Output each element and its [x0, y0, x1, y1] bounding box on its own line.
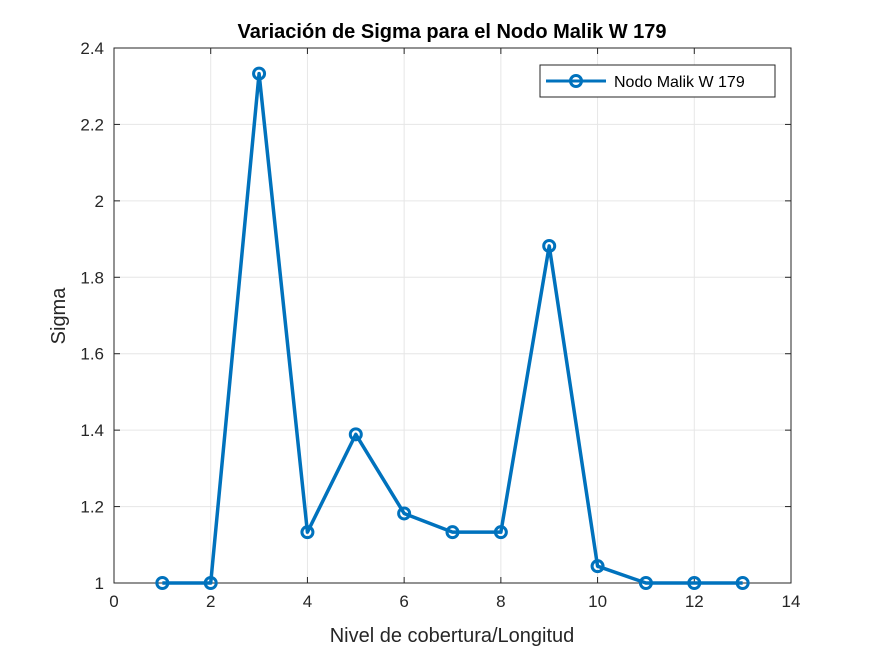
data-point: [252, 66, 267, 81]
x-tick-label: 4: [303, 592, 312, 611]
data-point: [493, 525, 508, 540]
x-tick-labels: 0 2 4 6 8 10 12 14: [109, 592, 800, 611]
y-tick-label: 1.6: [80, 345, 104, 364]
y-tick-label: 2.2: [80, 115, 104, 134]
data-point: [445, 525, 460, 540]
y-tick-label: 2.4: [80, 39, 104, 58]
x-tick-label: 12: [685, 592, 704, 611]
axes-box: [113, 47, 792, 584]
data-point: [687, 576, 702, 590]
x-tick-label: 10: [588, 592, 607, 611]
legend-marker: [569, 74, 583, 88]
data-point: [300, 525, 315, 540]
x-tick-label: 14: [782, 592, 801, 611]
legend-box: [539, 64, 776, 98]
data-point: [155, 576, 170, 590]
x-tick-label: 0: [109, 592, 118, 611]
y-tick-label: 1.2: [80, 498, 104, 517]
data-point: [590, 559, 605, 574]
plot-area: [114, 48, 791, 583]
x-tick-label: 8: [496, 592, 505, 611]
y-tick-label: 2: [95, 192, 104, 211]
y-tick-label: 1.4: [80, 421, 104, 440]
x-tick-label: 2: [206, 592, 215, 611]
x-axis-label: Nivel de cobertura/Longitud: [330, 625, 575, 647]
legend-label: Nodo Malik W 179: [614, 74, 745, 91]
y-tick-label: 1.8: [80, 268, 104, 287]
chart-title: Variación de Sigma para el Nodo Malik W …: [237, 21, 666, 43]
series-group: [155, 66, 750, 590]
data-point: [348, 427, 363, 442]
data-point: [542, 238, 557, 253]
series-line: [162, 71, 743, 585]
y-tick-labels: 1 1.2 1.4 1.6 1.8 2 2.2 2.4: [80, 39, 104, 593]
data-point: [203, 576, 218, 590]
data-point: [397, 506, 412, 521]
x-tick-label: 6: [399, 592, 408, 611]
data-point: [735, 576, 750, 590]
y-tick-label: 1: [95, 574, 104, 593]
y-axis-label: Sigma: [48, 287, 70, 345]
data-point: [638, 576, 653, 590]
legend: Nodo Malik W 179: [539, 64, 776, 98]
